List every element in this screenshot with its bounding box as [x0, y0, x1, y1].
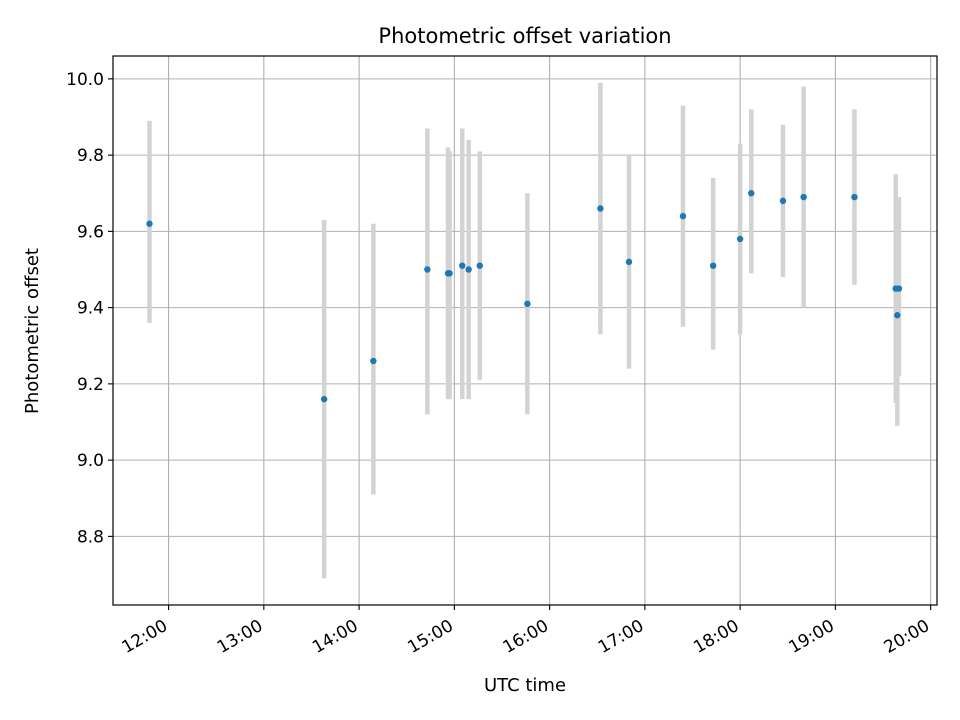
data-point: [736, 235, 744, 243]
data-point: [895, 285, 903, 292]
data-point: [465, 266, 472, 273]
data-point: [370, 357, 377, 365]
data-point: [146, 220, 153, 227]
y-tick-label: 9.0: [77, 451, 104, 471]
data-point: [625, 258, 633, 266]
data-point: [459, 262, 466, 269]
data-point: [424, 266, 431, 273]
y-tick-label: 10.0: [66, 70, 104, 90]
y-tick-label: 9.8: [77, 146, 104, 166]
data-point: [851, 193, 858, 201]
y-tick-label: 9.2: [77, 375, 104, 395]
data-point: [748, 190, 755, 197]
y-tick-label: 8.8: [77, 527, 104, 547]
data-point: [524, 300, 531, 308]
y-axis-ticks: 8.8 9.0 9.2 9.4 9.6 9.8 10.0: [66, 70, 113, 547]
data-point: [446, 270, 453, 277]
y-tick-label: 9.6: [77, 222, 104, 242]
data-point: [679, 212, 687, 220]
data-point: [779, 197, 787, 205]
grid: [113, 56, 937, 605]
data-points: [146, 190, 903, 403]
data-point: [709, 262, 717, 269]
x-axis-label: UTC time: [484, 675, 566, 696]
plot-area-frame: [112, 55, 938, 606]
data-point: [320, 395, 328, 403]
y-tick-label: 9.4: [77, 299, 104, 319]
data-point: [597, 205, 604, 212]
data-point: [800, 193, 807, 201]
y-axis-label: Photometric offset: [22, 248, 43, 414]
chart-title: Photometric offset variation: [378, 24, 671, 48]
data-point: [476, 262, 483, 269]
data-point: [894, 312, 901, 319]
